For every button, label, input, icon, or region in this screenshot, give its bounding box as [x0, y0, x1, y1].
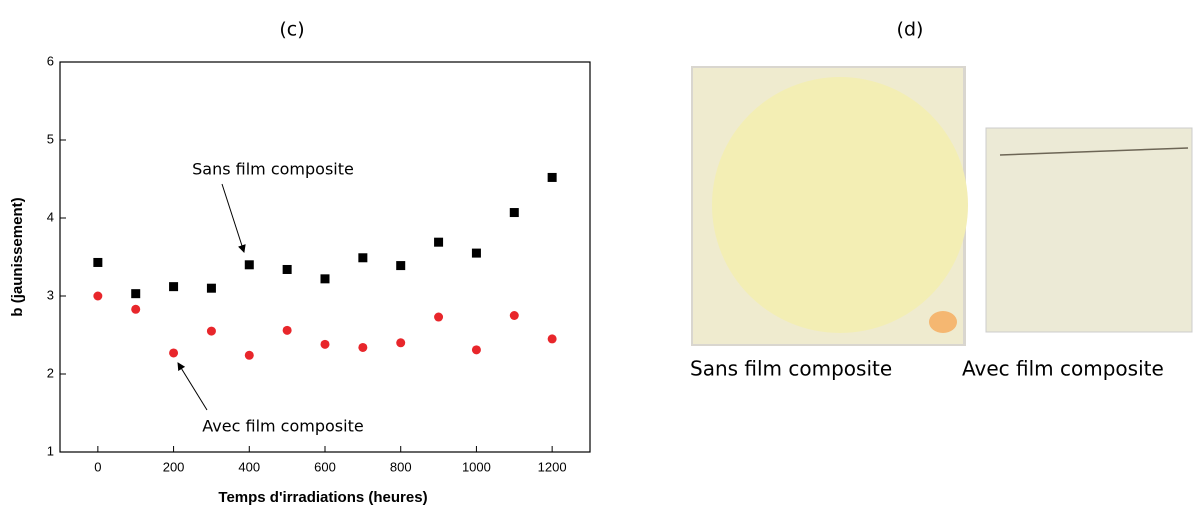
annotation: Avec film composite — [202, 417, 363, 436]
point — [471, 248, 481, 258]
point — [244, 350, 254, 360]
sample — [985, 127, 1193, 333]
y-tick-label: 3 — [47, 287, 54, 302]
annotation: Sans film composite — [192, 160, 354, 179]
point — [396, 261, 406, 271]
annotation-arrow — [177, 362, 208, 411]
point — [206, 283, 216, 293]
point — [509, 311, 519, 320]
y-tick-label: 2 — [47, 365, 54, 380]
y-axis-label: b (jaunissement) — [9, 197, 26, 316]
point — [169, 282, 179, 292]
point — [396, 338, 406, 348]
photo — [691, 66, 1193, 346]
point — [93, 291, 103, 301]
point — [206, 326, 216, 336]
x-axis-label: Temps d'irradiations (heures) — [218, 489, 427, 506]
y-tick-label: 1 — [47, 443, 54, 458]
panel-label: (c) — [279, 19, 304, 41]
point — [320, 339, 330, 349]
x-tick-label: 1000 — [462, 459, 491, 474]
caption: Avec film composite — [962, 357, 1164, 381]
point — [358, 253, 368, 263]
x-tick-label: 200 — [163, 459, 185, 474]
point — [282, 325, 292, 335]
point — [320, 274, 330, 284]
point — [169, 348, 179, 358]
exposed-area — [712, 77, 968, 333]
point — [434, 312, 444, 322]
point — [509, 208, 519, 218]
point — [547, 334, 557, 344]
plot-frame — [59, 61, 591, 453]
x-tick-label: 600 — [314, 459, 336, 474]
pen-line — [999, 147, 1189, 156]
y-tick-label: 6 — [47, 53, 54, 68]
x-tick-label: 1200 — [538, 459, 567, 474]
point — [471, 345, 481, 355]
annotation-arrow — [221, 183, 246, 253]
x-tick-label: 0 — [94, 459, 101, 474]
point — [434, 237, 444, 247]
point — [282, 264, 292, 274]
point — [93, 257, 103, 267]
panel-label: (d) — [897, 19, 924, 41]
point — [131, 304, 141, 314]
x-tick-label: 800 — [390, 459, 412, 474]
point — [131, 289, 141, 299]
point — [358, 342, 368, 352]
stain — [929, 311, 957, 333]
y-tick-label: 4 — [47, 209, 54, 224]
x-tick-label: 400 — [238, 459, 260, 474]
caption: Sans film composite — [690, 357, 892, 381]
y-tick-label: 5 — [47, 131, 54, 146]
point — [547, 172, 557, 182]
point — [244, 260, 254, 270]
